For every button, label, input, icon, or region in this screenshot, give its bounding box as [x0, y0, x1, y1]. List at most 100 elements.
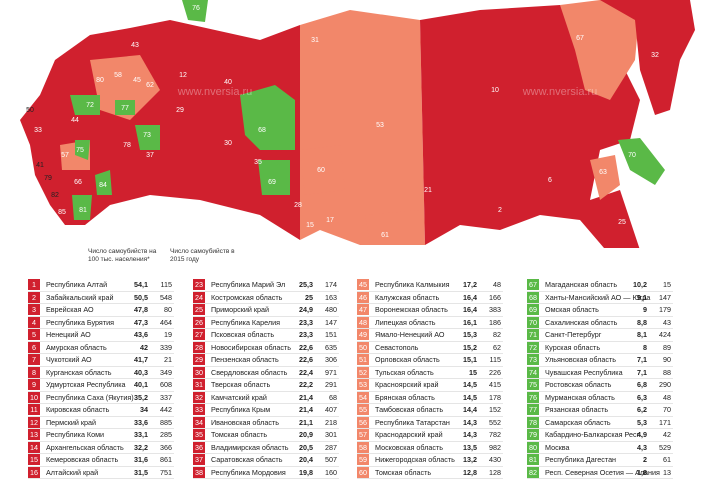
- row-separator: [527, 403, 673, 405]
- rate: 23,3: [299, 330, 313, 339]
- rate: 15,3: [463, 330, 477, 339]
- region-name: Севастополь: [375, 342, 419, 352]
- region-name: Камчатский край: [211, 392, 267, 402]
- count: 287: [325, 442, 337, 452]
- rate: 31,6: [134, 455, 148, 464]
- rate: 40,1: [134, 380, 148, 389]
- row-separator: [357, 415, 503, 417]
- row-separator: [527, 390, 673, 392]
- count: 349: [160, 367, 172, 377]
- count: 285: [160, 430, 172, 439]
- row-separator: [527, 478, 673, 480]
- rate: 23,3: [299, 317, 313, 327]
- rate: 10,2: [633, 280, 647, 289]
- region-name: Красноярский край: [375, 380, 439, 389]
- map-label: 67: [576, 35, 584, 42]
- map-label: 78: [123, 142, 131, 149]
- count: 62: [493, 342, 501, 352]
- count: 48: [663, 392, 671, 402]
- rank: 2: [28, 291, 40, 303]
- row-separator: [357, 290, 503, 292]
- region-name: Мурманская область: [545, 392, 615, 402]
- count: 339: [160, 342, 172, 352]
- rank: 28: [193, 341, 205, 353]
- rank: 68: [527, 291, 539, 303]
- rank: 49: [357, 329, 369, 340]
- region: [25, 118, 45, 140]
- row-separator: [357, 365, 503, 367]
- rate: 21,4: [299, 405, 313, 414]
- region-name: Тамбовская область: [375, 405, 444, 414]
- row-separator: [28, 290, 174, 292]
- rank: 53: [357, 379, 369, 390]
- map-label: 68: [258, 127, 266, 134]
- region-name: Свердловская область: [211, 367, 288, 377]
- rate: 41,7: [134, 355, 148, 364]
- rank: 45: [357, 279, 369, 290]
- rate: 4,9: [637, 430, 647, 439]
- rate: 20,4: [299, 455, 313, 464]
- row-separator: [28, 440, 174, 442]
- count: 424: [659, 330, 671, 339]
- row-separator: [357, 440, 503, 442]
- row-separator: [193, 378, 339, 380]
- rate: 6,2: [637, 405, 647, 414]
- rank: 8: [28, 366, 40, 378]
- rank: 58: [357, 441, 369, 453]
- map-label: 58: [114, 72, 122, 79]
- count: 178: [489, 392, 501, 402]
- map-label: 29: [176, 107, 184, 114]
- rank: 72: [527, 341, 539, 353]
- map-label: 81: [79, 207, 87, 214]
- map-label: 31: [311, 37, 319, 44]
- count: 635: [325, 342, 337, 352]
- regions: [20, 0, 695, 248]
- map-label: 37: [146, 152, 154, 159]
- row-separator: [357, 453, 503, 455]
- region-name: Московская область: [375, 442, 444, 452]
- map-label: 72: [86, 102, 94, 109]
- rate: 8,8: [637, 317, 647, 327]
- region-name: Сахалинская область: [545, 317, 618, 327]
- map-label: 77: [121, 105, 129, 112]
- row-separator: [527, 303, 673, 305]
- region-name: Брянская область: [375, 392, 435, 402]
- count: 171: [659, 417, 671, 427]
- region-name: Чувашская Республика: [545, 367, 623, 377]
- count: 306: [325, 355, 337, 364]
- rank: 30: [193, 366, 205, 378]
- region-name: Амурская область: [46, 342, 107, 352]
- count: 174: [325, 280, 337, 289]
- rank: 59: [357, 454, 369, 465]
- rate: 21,4: [299, 392, 313, 402]
- map-label: 28: [294, 202, 302, 209]
- row-separator: [193, 440, 339, 442]
- rank: 56: [357, 416, 369, 428]
- region-name: Чукотский АО: [46, 355, 92, 364]
- region-name: Магаданская область: [545, 280, 618, 289]
- rate: 14,5: [463, 380, 477, 389]
- region-name: Рязанская область: [545, 405, 609, 414]
- rank: 27: [193, 329, 205, 340]
- row-separator: [527, 440, 673, 442]
- region-name: Кировская область: [46, 405, 110, 414]
- region-name: Краснодарский край: [375, 430, 443, 439]
- map-label: 30: [224, 140, 232, 147]
- region: [240, 85, 295, 150]
- region: [90, 55, 160, 120]
- rank: 7: [28, 354, 40, 365]
- region-name: Тульская область: [375, 367, 434, 377]
- region: [75, 140, 90, 160]
- map-label: 40: [224, 79, 232, 86]
- rank: 54: [357, 391, 369, 403]
- region-name: Архангельская область: [46, 442, 124, 452]
- count: 218: [325, 417, 337, 427]
- row-separator: [357, 428, 503, 430]
- count: 151: [325, 330, 337, 339]
- map-label: 69: [268, 179, 276, 186]
- rate: 16,4: [463, 292, 477, 302]
- map-label: 79: [44, 175, 52, 182]
- map-label: 10: [491, 87, 499, 94]
- row-separator: [357, 378, 503, 380]
- map-label: 76: [192, 5, 200, 12]
